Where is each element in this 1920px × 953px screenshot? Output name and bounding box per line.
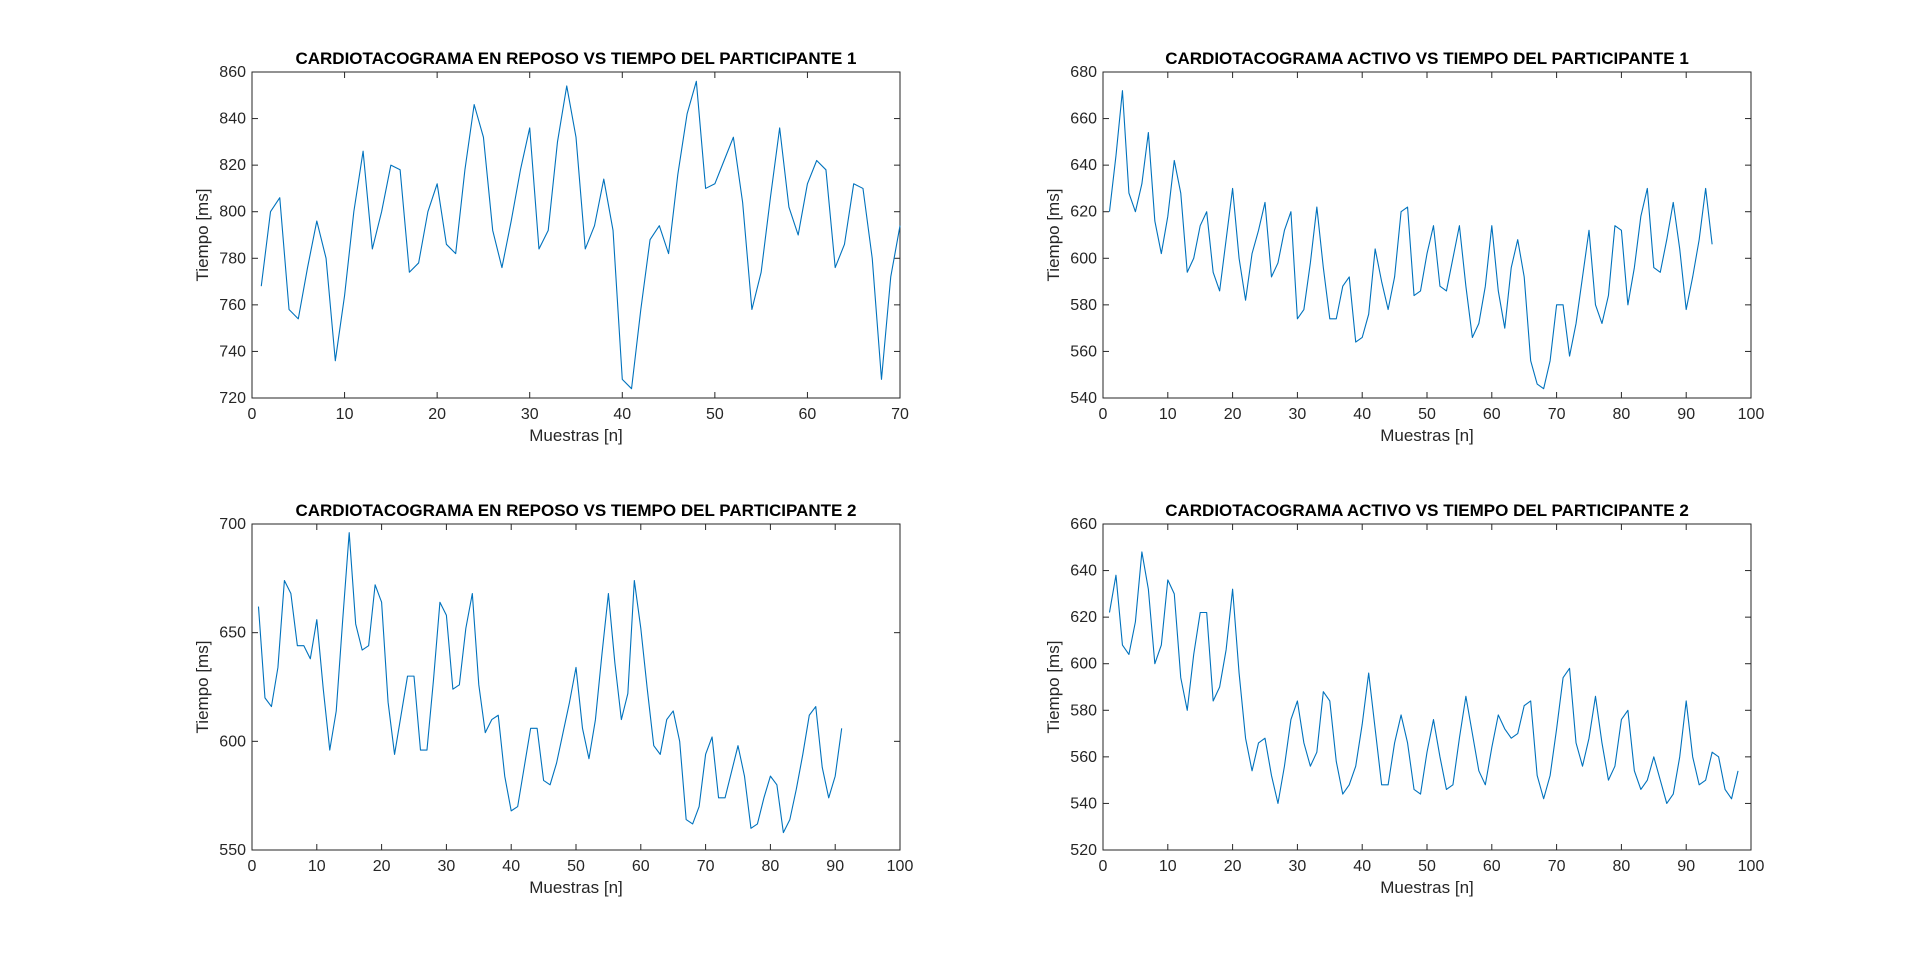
x-tick-label: 50: [567, 858, 585, 875]
x-tick-label: 0: [1099, 406, 1108, 423]
x-tick-label: 90: [1677, 858, 1695, 875]
plot-area: [251, 71, 901, 399]
x-axis-label: Muestras [n]: [529, 426, 623, 445]
x-tick-label: 100: [1738, 858, 1765, 875]
x-tick-label: 50: [1418, 858, 1436, 875]
plot-area: [251, 523, 901, 851]
x-tick-label: 10: [308, 858, 326, 875]
subplot-1: 0 10 20 30 40 50 60 70 720 740 760 780 800 820 840 860 C…: [193, 49, 909, 445]
y-tick-label: 580: [1070, 702, 1097, 719]
y-tick-label: 640: [1070, 157, 1097, 174]
y-tick-label: 540: [1070, 795, 1097, 812]
y-tick-label: 650: [219, 625, 246, 642]
y-tick-label: 720: [219, 390, 246, 407]
y-tick-label: 820: [219, 157, 246, 174]
x-tick-label: 30: [521, 406, 539, 423]
plot-area: [1102, 71, 1752, 399]
x-tick-label: 20: [1224, 858, 1242, 875]
y-tick-label: 600: [1070, 656, 1097, 673]
x-tick-label: 80: [1613, 858, 1631, 875]
x-tick-label: 90: [1677, 406, 1695, 423]
series-line: [1108, 551, 1739, 804]
series-line: [257, 532, 843, 834]
y-tick-label: 860: [219, 64, 246, 81]
y-axis-label: Tiempo [ms]: [193, 641, 212, 734]
subplot-4: 0 10 20 30 40 50 60 70 80 90 100 520 540 560 580 600 620…: [1044, 501, 1764, 897]
y-axis-label: Tiempo [ms]: [1044, 641, 1063, 734]
y-tick-label: 740: [219, 343, 246, 360]
plot-area: [1102, 523, 1752, 851]
x-axis-label: Muestras [n]: [529, 878, 623, 897]
chart-title: CARDIOTACOGRAMA ACTIVO VS TIEMPO DEL PAR…: [1165, 501, 1689, 520]
x-tick-label: 60: [1483, 858, 1501, 875]
y-tick-label: 840: [219, 111, 246, 128]
y-tick-label: 780: [219, 250, 246, 267]
y-tick-label: 520: [1070, 842, 1097, 859]
x-tick-label: 60: [1483, 406, 1501, 423]
x-tick-label: 20: [1224, 406, 1242, 423]
x-tick-label: 30: [1289, 406, 1307, 423]
x-tick-label: 20: [373, 858, 391, 875]
x-tick-label: 50: [1418, 406, 1436, 423]
x-tick-label: 60: [632, 858, 650, 875]
x-tick-label: 70: [697, 858, 715, 875]
x-tick-label: 10: [336, 406, 354, 423]
y-axis-label: Tiempo [ms]: [1044, 189, 1063, 282]
series-line: [1108, 90, 1713, 390]
y-axis-label: Tiempo [ms]: [193, 189, 212, 282]
x-axis-label: Muestras [n]: [1380, 878, 1474, 897]
y-tick-label: 660: [1070, 111, 1097, 128]
x-tick-label: 70: [891, 406, 909, 423]
x-tick-label: 70: [1548, 406, 1566, 423]
x-tick-label: 20: [428, 406, 446, 423]
y-tick-label: 560: [1070, 749, 1097, 766]
y-tick-label: 620: [1070, 204, 1097, 221]
y-tick-label: 600: [1070, 250, 1097, 267]
subplot-3: 0 10 20 30 40 50 60 70 80 90 100 550 600 650 700 CARDIO…: [193, 501, 913, 897]
y-tick-label: 600: [219, 733, 246, 750]
y-tick-label: 680: [1070, 64, 1097, 81]
x-tick-label: 100: [1738, 406, 1765, 423]
y-tick-label: 550: [219, 842, 246, 859]
x-tick-label: 90: [826, 858, 844, 875]
x-tick-label: 50: [706, 406, 724, 423]
y-tick-label: 800: [219, 204, 246, 221]
x-tick-label: 10: [1159, 406, 1177, 423]
x-tick-label: 40: [1353, 406, 1371, 423]
chart-title: CARDIOTACOGRAMA EN REPOSO VS TIEMPO DEL …: [295, 501, 856, 520]
y-tick-label: 580: [1070, 297, 1097, 314]
x-tick-label: 100: [887, 858, 914, 875]
x-tick-label: 30: [438, 858, 456, 875]
y-tick-label: 540: [1070, 390, 1097, 407]
y-tick-label: 640: [1070, 563, 1097, 580]
x-tick-label: 0: [248, 858, 257, 875]
x-tick-label: 70: [1548, 858, 1566, 875]
subplot-2: 0 10 20 30 40 50 60 70 80 90 100 540 560 580 600 620 640…: [1044, 49, 1764, 445]
x-tick-label: 40: [613, 406, 631, 423]
chart-title: CARDIOTACOGRAMA ACTIVO VS TIEMPO DEL PAR…: [1165, 49, 1689, 68]
y-tick-label: 760: [219, 297, 246, 314]
x-axis-label: Muestras [n]: [1380, 426, 1474, 445]
y-tick-label: 560: [1070, 343, 1097, 360]
series-line: [260, 80, 901, 390]
x-tick-label: 80: [1613, 406, 1631, 423]
y-tick-label: 660: [1070, 516, 1097, 533]
x-tick-label: 40: [502, 858, 520, 875]
y-tick-label: 700: [219, 516, 246, 533]
x-tick-label: 80: [762, 858, 780, 875]
x-tick-label: 30: [1289, 858, 1307, 875]
x-tick-label: 10: [1159, 858, 1177, 875]
chart-title: CARDIOTACOGRAMA EN REPOSO VS TIEMPO DEL …: [295, 49, 856, 68]
y-tick-label: 620: [1070, 609, 1097, 626]
x-tick-label: 0: [1099, 858, 1108, 875]
x-tick-label: 0: [248, 406, 257, 423]
x-tick-label: 40: [1353, 858, 1371, 875]
x-tick-label: 60: [799, 406, 817, 423]
